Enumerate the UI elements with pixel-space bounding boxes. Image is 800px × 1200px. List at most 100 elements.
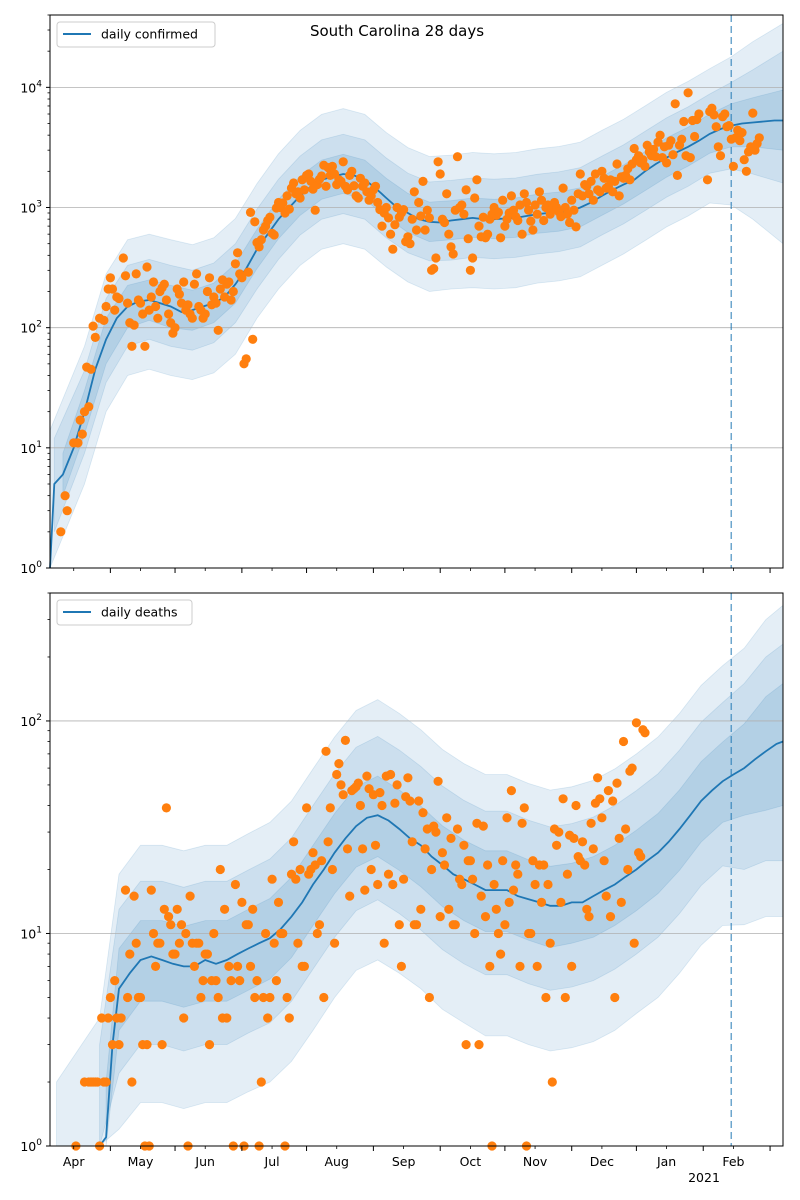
deaths-data-point [610, 992, 620, 1003]
deaths-legend-label: daily deaths [101, 605, 178, 620]
confirmed-data-point [284, 204, 294, 214]
deaths-data-point [129, 891, 139, 901]
deaths-data-point [614, 833, 624, 844]
deaths-data-point [125, 949, 135, 959]
deaths-data-point [204, 1040, 215, 1050]
confirmed-data-point [655, 130, 665, 140]
deaths-data-point [123, 992, 133, 1003]
confirmed-legend-box [56, 21, 216, 48]
confirmed-data-point [321, 181, 331, 191]
deaths-data-point [580, 860, 590, 870]
deaths-data-point [476, 891, 486, 901]
confirmed-data-point [439, 217, 450, 228]
confirmed-data-point [215, 284, 225, 294]
deaths-model-line [98, 740, 784, 1147]
confirmed-data-point [614, 191, 624, 201]
confirmed-data-point [728, 161, 739, 171]
deaths-data-point [508, 885, 519, 895]
deaths-data-point [103, 1013, 113, 1023]
confirmed-observed-points [56, 88, 764, 537]
confirmed-data-point [123, 298, 133, 308]
confirmed-data-point [153, 313, 163, 323]
deaths-data-point [396, 961, 406, 972]
deaths-data-point [474, 1040, 484, 1050]
confirmed-data-point [101, 301, 111, 312]
deaths-data-point [226, 976, 236, 986]
confirmed-data-point [118, 253, 128, 263]
x-tick-label: Aug [324, 1154, 348, 1169]
confirmed-data-point [159, 279, 169, 289]
confirmed-data-point [724, 121, 734, 131]
confirmed-data-point [461, 185, 471, 195]
deaths-data-point [222, 1013, 232, 1023]
deaths-data-point [485, 961, 495, 972]
deaths-data-point [107, 1040, 118, 1050]
confirmed-data-point [90, 332, 100, 342]
deaths-data-point [407, 837, 417, 847]
deaths-data-point [308, 848, 318, 858]
confirmed-data-point [360, 178, 370, 188]
deaths-data-point [314, 920, 325, 930]
deaths-data-point [362, 771, 372, 781]
confirmed-data-point [140, 341, 150, 351]
deaths-data-point [92, 1077, 102, 1087]
confirmed-data-point [256, 235, 266, 245]
confirmed-y-tick-label: 102 [20, 320, 42, 336]
deaths-x-axis: Apr May Jun Jul Aug Sep Oct Nov Dec Jan Feb [63, 1146, 771, 1169]
confirmed-data-point [60, 491, 70, 501]
deaths-data-point [480, 912, 491, 922]
confirmed-data-point [612, 159, 622, 169]
confirmed-data-point [666, 136, 676, 146]
deaths-data-point [159, 904, 169, 914]
deaths-data-point [323, 837, 333, 847]
confirmed-data-point [228, 286, 238, 297]
confirmed-data-point [390, 220, 400, 230]
deaths-data-point [336, 780, 346, 790]
confirmed-data-point [73, 438, 83, 448]
confirmed-data-point [711, 122, 721, 132]
confirmed-data-point [754, 133, 764, 143]
confirmed-data-point [105, 273, 115, 283]
deaths-data-point [442, 813, 452, 823]
deaths-data-point [252, 976, 262, 986]
deaths-data-point [496, 949, 506, 959]
confirmed-data-point [496, 233, 506, 243]
deaths-data-point [189, 961, 199, 972]
deaths-data-point [196, 992, 206, 1003]
deaths-data-point [327, 864, 337, 875]
confirmed-data-point [528, 225, 538, 235]
confirmed-data-point [370, 181, 381, 191]
confirmed-data-point [383, 213, 394, 223]
confirmed-data-point [88, 321, 98, 331]
confirmed-data-point [435, 169, 445, 179]
confirmed-data-point [526, 216, 536, 226]
confirmed-data-point [685, 153, 695, 163]
deaths-data-point [636, 852, 646, 862]
confirmed-data-point [56, 527, 66, 537]
deaths-data-point [172, 904, 182, 914]
deaths-data-point [148, 928, 159, 939]
deaths-data-point [403, 773, 413, 783]
deaths-data-point [375, 788, 385, 798]
confirmed-data-point [342, 185, 353, 195]
deaths-data-point [621, 824, 631, 834]
deaths-y-tick-label: 101 [20, 925, 42, 941]
confirmed-data-point [470, 193, 480, 203]
deaths-data-point [116, 1013, 126, 1023]
confirmed-data-point [77, 429, 87, 439]
confirmed-data-point [86, 364, 96, 374]
deaths-data-point [554, 827, 564, 837]
confirmed-data-point [672, 170, 683, 180]
deaths-data-point [515, 961, 525, 972]
deaths-data-point [142, 1040, 152, 1050]
deaths-data-point [358, 844, 368, 854]
confirmed-x-axis [73, 568, 771, 573]
confirmed-data-point [317, 171, 327, 181]
confirmed-data-point [388, 244, 398, 254]
confirmed-data-point [114, 293, 124, 304]
deaths-data-point [623, 864, 633, 875]
confirmed-data-point [224, 277, 234, 287]
deaths-data-point [293, 938, 303, 948]
deaths-data-point [278, 928, 288, 939]
